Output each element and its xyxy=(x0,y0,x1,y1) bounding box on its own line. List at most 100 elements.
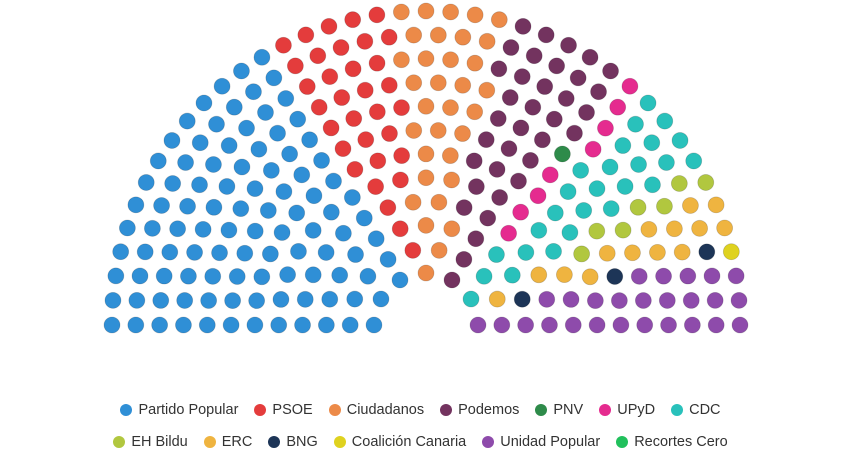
seat-partido-popular xyxy=(281,145,299,163)
seat-eh-bildu xyxy=(573,245,591,263)
seat-podemos xyxy=(569,69,587,87)
seat-podemos xyxy=(557,90,575,107)
seat-psoe xyxy=(393,99,410,117)
seat-partido-popular xyxy=(103,316,121,334)
seat-psoe xyxy=(346,160,364,178)
seat-ciudadanos xyxy=(417,145,435,163)
seat-partido-popular xyxy=(178,112,196,130)
legend-dot xyxy=(328,404,341,416)
seat-partido-popular xyxy=(317,244,335,261)
seat-psoe xyxy=(357,131,375,149)
seat-psoe xyxy=(320,17,338,35)
legend-item-unidad-popular[interactable]: Unidad Popular xyxy=(482,434,600,450)
seat-partido-popular xyxy=(301,131,319,149)
seat-psoe xyxy=(392,171,409,189)
seat-erc xyxy=(555,266,573,284)
seat-psoe xyxy=(381,125,398,142)
seat-podemos xyxy=(524,98,542,116)
legend-item-psoe[interactable]: PSOE xyxy=(254,402,313,418)
seat-podemos xyxy=(590,83,607,101)
seat-partido-popular xyxy=(180,267,197,285)
seat-podemos xyxy=(488,160,506,178)
seat-bng xyxy=(606,268,624,285)
legend-row-2: EH Bildu ERC BNG Coalición Canaria Unida… xyxy=(0,434,841,450)
seat-unidad-popular xyxy=(655,267,672,285)
seat-unidad-popular xyxy=(517,316,535,334)
seat-erc xyxy=(530,266,548,284)
seat-psoe xyxy=(322,119,340,137)
seat-unidad-popular xyxy=(707,316,725,334)
seat-partido-popular xyxy=(176,292,194,309)
seat-partido-popular xyxy=(331,266,349,284)
seat-ciudadanos xyxy=(430,193,448,211)
seat-upyd xyxy=(541,166,559,184)
seat-ciudadanos xyxy=(417,216,435,234)
seat-psoe xyxy=(404,241,422,259)
legend-item-recortes-cero[interactable]: Recortes Cero xyxy=(616,434,728,450)
seat-partido-popular xyxy=(128,291,146,309)
legend-item-erc[interactable]: ERC xyxy=(203,434,252,450)
seat-podemos xyxy=(513,68,531,86)
seat-podemos xyxy=(443,271,461,289)
seat-partido-popular xyxy=(261,245,279,263)
seat-partido-popular xyxy=(169,220,187,238)
legend-item-coalicion-canaria[interactable]: Coalición Canaria xyxy=(333,434,466,450)
seat-partido-popular xyxy=(250,140,268,158)
seat-cdc xyxy=(546,204,564,222)
legend-item-partido-popular[interactable]: Partido Popular xyxy=(120,402,238,418)
seat-eh-bildu xyxy=(588,222,606,240)
parliament-hemicycle xyxy=(103,2,749,334)
seat-partido-popular xyxy=(313,152,330,169)
seat-partido-popular xyxy=(322,203,340,221)
seat-partido-popular xyxy=(272,291,290,308)
seat-partido-popular xyxy=(204,267,222,285)
legend-item-pnv[interactable]: PNV xyxy=(535,402,583,418)
seat-partido-popular xyxy=(151,316,169,334)
legend-item-podemos[interactable]: Podemos xyxy=(440,402,519,418)
seat-unidad-popular xyxy=(679,267,697,285)
seat-podemos xyxy=(490,60,508,78)
seat-partido-popular xyxy=(179,197,196,215)
seat-ciudadanos xyxy=(404,193,422,211)
legend-item-bng[interactable]: BNG xyxy=(268,434,318,450)
seat-unidad-popular xyxy=(562,291,580,308)
legend-dot xyxy=(268,436,281,448)
seat-partido-popular xyxy=(200,292,218,309)
seat-podemos xyxy=(602,62,619,80)
seat-partido-popular xyxy=(275,183,293,200)
seat-podemos xyxy=(514,17,532,35)
seat-unidad-popular xyxy=(683,316,701,334)
seat-ciudadanos xyxy=(443,171,460,189)
seat-unidad-popular xyxy=(493,316,511,334)
legend-dot xyxy=(203,436,216,448)
legend-dot xyxy=(120,404,133,416)
seat-ciudadanos xyxy=(405,74,423,92)
seat-partido-popular xyxy=(246,316,264,334)
seat-cdc xyxy=(658,154,675,171)
legend-dot xyxy=(535,404,548,416)
seat-cdc xyxy=(614,137,632,154)
seat-podemos xyxy=(512,119,530,137)
seat-cdc xyxy=(517,244,535,261)
seat-erc xyxy=(581,268,599,286)
legend-label: Ciudadanos xyxy=(346,402,425,418)
seat-partido-popular xyxy=(245,83,262,101)
seat-partido-popular xyxy=(213,77,231,95)
seat-psoe xyxy=(368,6,386,24)
seat-unidad-popular xyxy=(636,316,654,334)
seat-partido-popular xyxy=(218,178,236,195)
legend-label: PSOE xyxy=(272,402,313,418)
legend-item-eh-bildu[interactable]: EH Bildu xyxy=(113,434,188,450)
seat-partido-popular xyxy=(131,267,149,285)
legend-item-cdc[interactable]: CDC xyxy=(671,402,721,418)
seat-psoe xyxy=(344,60,362,78)
seat-partido-popular xyxy=(253,48,271,66)
legend-item-upyd[interactable]: UPyD xyxy=(599,402,655,418)
seat-cdc xyxy=(643,134,661,152)
seat-partido-popular xyxy=(347,246,364,263)
seat-ciudadanos xyxy=(466,103,484,121)
seat-podemos xyxy=(537,26,555,44)
legend-item-ciudadanos[interactable]: Ciudadanos xyxy=(328,402,425,418)
seat-partido-popular xyxy=(296,290,314,308)
seat-unidad-popular xyxy=(727,267,745,285)
